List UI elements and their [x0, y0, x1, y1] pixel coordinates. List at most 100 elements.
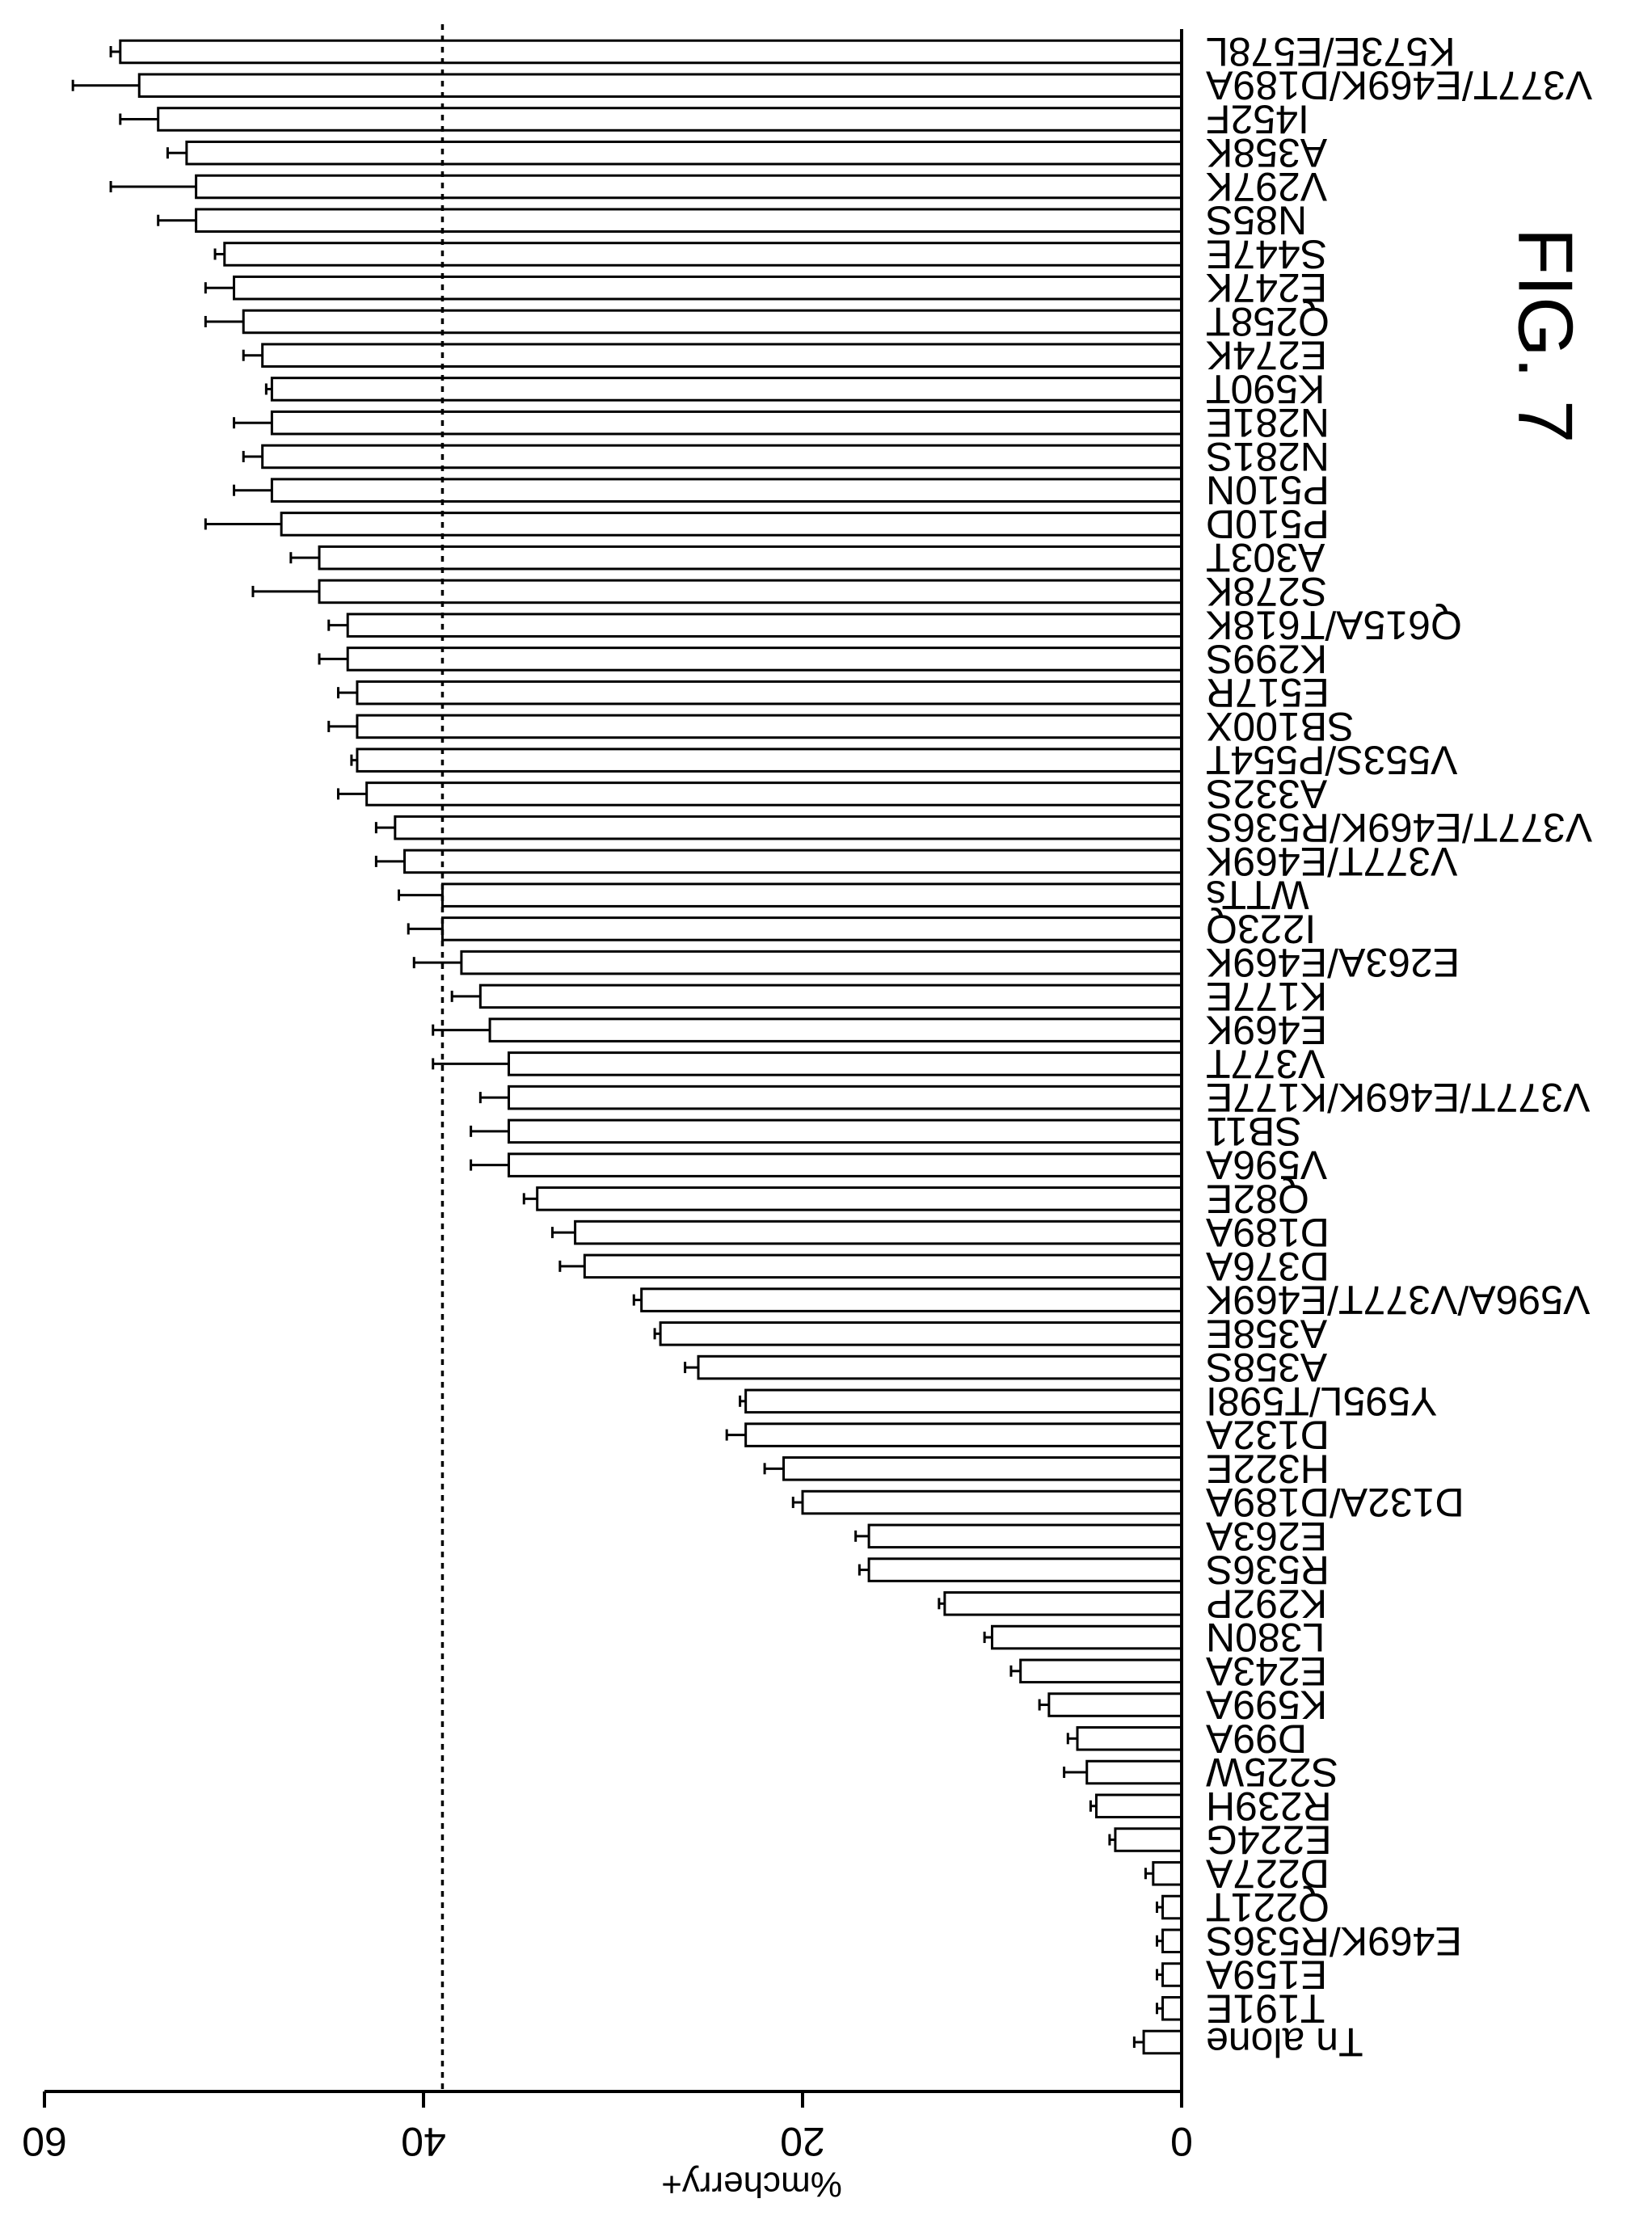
category-label: R239H	[1206, 1784, 1332, 1829]
bar	[137, 73, 1183, 99]
bar	[270, 377, 1183, 402]
bar	[346, 613, 1183, 638]
bar	[185, 140, 1183, 166]
category-label: A358S	[1206, 1345, 1327, 1390]
category-label: H322E	[1206, 1446, 1330, 1491]
bar	[394, 815, 1183, 840]
category-label: K573E/E578L	[1206, 29, 1456, 74]
bar	[943, 1591, 1183, 1616]
category-label: E224G	[1206, 1818, 1332, 1863]
category-label: I223Q	[1206, 906, 1316, 951]
bar	[801, 1489, 1183, 1515]
category-label: D132A/D189A	[1205, 1480, 1464, 1525]
category-label: Q615A/T618K	[1206, 603, 1462, 648]
bar	[536, 1186, 1183, 1211]
category-label: Q258T	[1206, 299, 1330, 344]
category-label: I452F	[1206, 96, 1309, 141]
bar	[574, 1219, 1183, 1245]
plot-area	[71, 39, 1183, 2055]
category-label: E263A	[1205, 1514, 1327, 1559]
category-labels: Tn aloneT191EE159AE469K/R536SQ221TD227AE…	[1205, 29, 1592, 2065]
bar	[1161, 1995, 1183, 2021]
category-label: E243A	[1205, 1649, 1327, 1694]
bar	[356, 680, 1183, 706]
bar	[318, 545, 1183, 571]
category-label: D132A	[1205, 1413, 1330, 1458]
category-label: V377T/E469K/K177E	[1206, 1075, 1590, 1120]
bar	[508, 1051, 1183, 1076]
category-label: Q221T	[1206, 1885, 1330, 1930]
bar	[1047, 1692, 1183, 1717]
category-label: Y595L/T598I	[1206, 1379, 1437, 1424]
bar	[782, 1456, 1183, 1481]
category-label: P510N	[1206, 468, 1330, 513]
category-label: D99A	[1205, 1716, 1307, 1761]
category-label: K299S	[1206, 636, 1327, 681]
category-label: S447E	[1206, 231, 1327, 276]
category-label: V377T/E469K	[1206, 839, 1457, 884]
category-label: A358E	[1206, 1311, 1327, 1356]
category-label: V377T	[1206, 1041, 1325, 1086]
bar	[261, 444, 1183, 470]
bar	[1152, 1860, 1183, 1886]
category-label: E469K/R536S	[1206, 1919, 1462, 1964]
category-label: D227A	[1205, 1851, 1330, 1896]
category-label: T191E	[1206, 1986, 1325, 2031]
bar	[744, 1422, 1183, 1447]
category-label: V297K	[1206, 164, 1327, 209]
category-label: E469K	[1206, 1008, 1327, 1053]
category-label: K292P	[1206, 1581, 1327, 1626]
category-label: E517R	[1206, 670, 1330, 715]
bar	[488, 1017, 1183, 1042]
category-label: E159A	[1205, 1952, 1327, 1998]
figure-title: FIG. 7	[1502, 228, 1589, 444]
category-label: A303T	[1206, 535, 1325, 580]
category-label: K590T	[1206, 366, 1325, 411]
bar	[157, 107, 1183, 132]
bar	[460, 950, 1183, 975]
category-label: D189A	[1205, 1210, 1330, 1255]
category-label: Q82E	[1206, 1176, 1309, 1221]
bar	[318, 579, 1183, 604]
category-label: L380N	[1206, 1615, 1325, 1660]
bar	[508, 1152, 1183, 1177]
bar	[1019, 1658, 1183, 1684]
category-label: WTTs	[1206, 873, 1309, 918]
bar	[242, 309, 1183, 335]
value-axis-tick-label: 0	[1170, 2119, 1193, 2164]
value-axis-tick-label: 60	[22, 2119, 67, 2164]
bar	[1085, 1759, 1183, 1785]
category-label: E247K	[1206, 265, 1327, 310]
value-axis-title: %mcherry+	[661, 2164, 842, 2204]
category-label: S278K	[1206, 569, 1327, 614]
category-label: D376A	[1205, 1244, 1330, 1289]
bar	[440, 882, 1183, 908]
bar	[346, 647, 1183, 672]
value-axis-tick-label: 20	[780, 2119, 825, 2164]
category-label: E274K	[1206, 333, 1327, 378]
bar	[280, 512, 1183, 537]
category-label: V377T/E469K/R536S	[1206, 805, 1592, 850]
bar	[365, 781, 1183, 807]
bar	[195, 208, 1183, 234]
bar	[508, 1085, 1183, 1110]
bar	[195, 174, 1183, 200]
bar	[640, 1287, 1183, 1312]
category-label: A332S	[1206, 771, 1327, 816]
bar	[1114, 1827, 1183, 1852]
category-label: N85S	[1206, 198, 1307, 243]
category-label: R536S	[1206, 1548, 1330, 1593]
bar	[744, 1388, 1183, 1414]
category-label: K177E	[1206, 974, 1327, 1019]
category-label: K599A	[1205, 1683, 1327, 1728]
bar	[261, 343, 1183, 368]
bar	[223, 242, 1183, 267]
bar	[659, 1321, 1183, 1346]
category-label: SB100X	[1206, 704, 1354, 749]
bar	[478, 984, 1183, 1009]
category-label: P510D	[1206, 501, 1330, 546]
bar	[991, 1624, 1183, 1650]
category-label: N281E	[1206, 400, 1330, 445]
bar	[440, 916, 1183, 941]
